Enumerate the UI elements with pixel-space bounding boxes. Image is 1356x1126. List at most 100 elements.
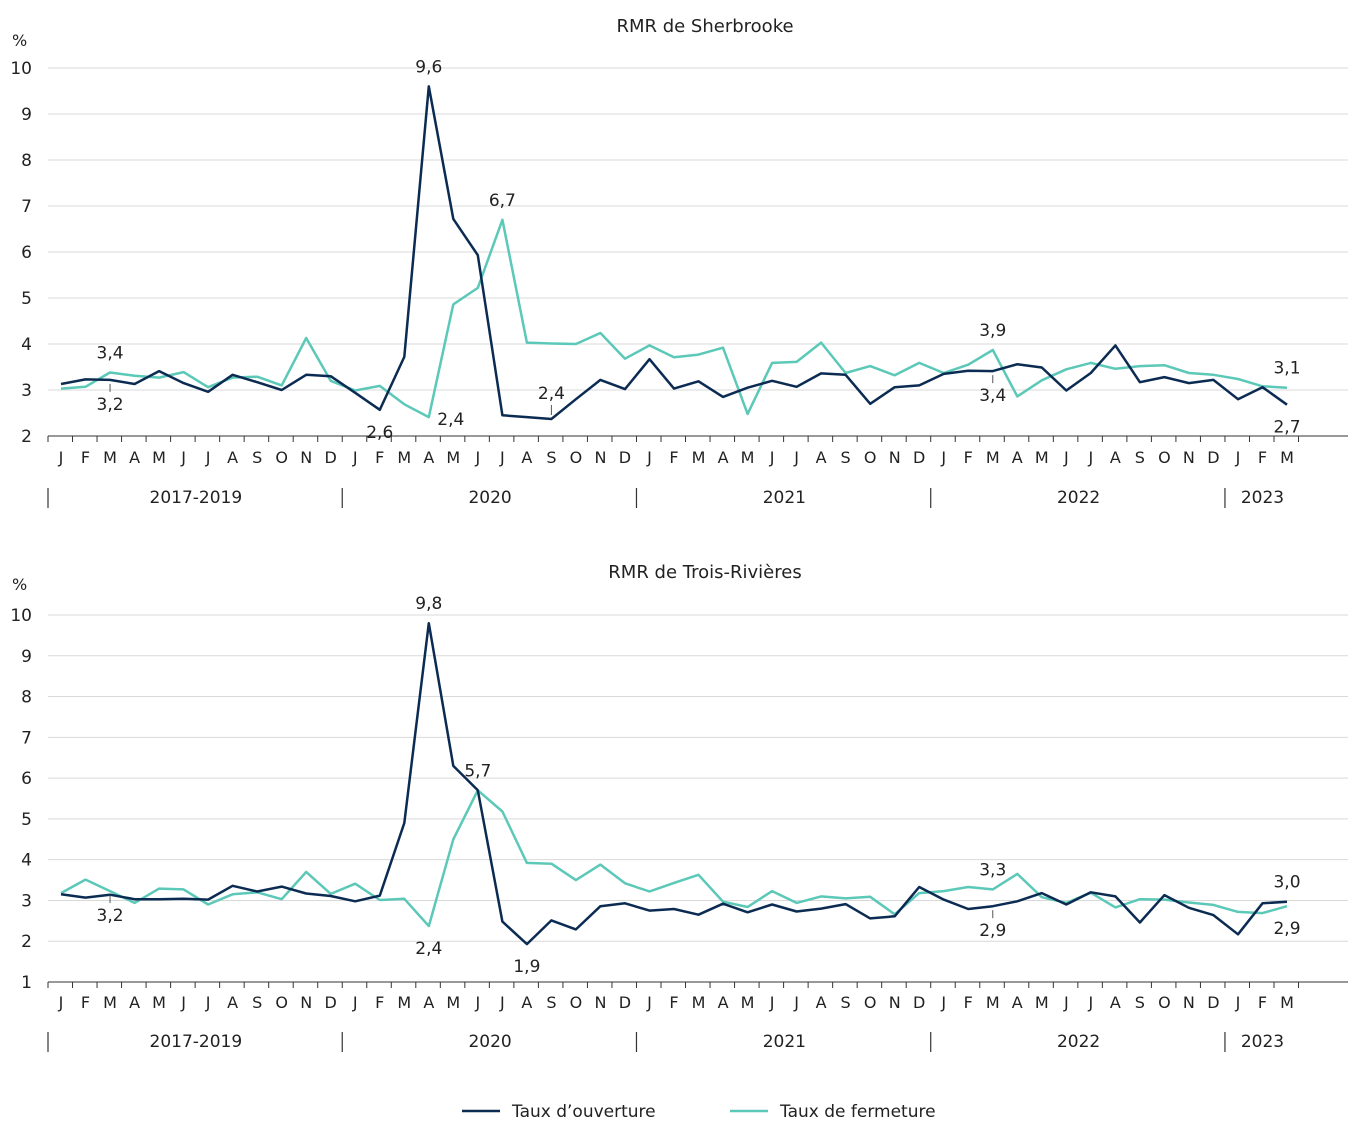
x-tick-label: N	[594, 993, 606, 1012]
x-tick-label: J	[499, 448, 505, 467]
x-tick-label: J	[646, 993, 652, 1012]
x-tick-label: D	[325, 448, 337, 467]
x-tick-label: J	[180, 993, 186, 1012]
x-tick-label: J	[474, 448, 480, 467]
y-axis-unit: %	[12, 31, 27, 50]
x-tick-label: S	[252, 448, 262, 467]
year-label: 2020	[468, 488, 511, 508]
x-tick-label: D	[1207, 448, 1219, 467]
x-tick-label: F	[81, 448, 90, 467]
series-line-closing-rate	[60, 218, 1288, 419]
x-tick-label: M	[103, 993, 117, 1012]
x-tick-label: A	[129, 448, 140, 467]
y-tick-label: 10	[10, 59, 32, 79]
x-tick-label: A	[816, 993, 827, 1012]
data-label: 3,3	[979, 860, 1006, 880]
year-label: 2021	[763, 488, 806, 508]
year-label: 2017-2019	[150, 488, 243, 508]
x-tick-label: J	[769, 448, 775, 467]
y-tick-label: 10	[10, 606, 32, 626]
y-tick-label: 6	[21, 243, 32, 263]
x-tick-label: N	[300, 448, 312, 467]
x-tick-label: M	[692, 993, 706, 1012]
y-tick-label: 7	[21, 197, 32, 217]
data-label: 3,0	[1273, 873, 1300, 893]
x-tick-label: M	[446, 448, 460, 467]
x-tick-label: D	[619, 993, 631, 1012]
x-tick-label: J	[1235, 993, 1241, 1012]
x-tick-label: M	[397, 993, 411, 1012]
data-label: 3,2	[97, 906, 124, 926]
x-tick-label: D	[619, 448, 631, 467]
legend: Taux d’ouverture Taux de fermeture	[462, 1102, 936, 1122]
x-tick-label: S	[1135, 993, 1145, 1012]
data-label: 2,4	[437, 410, 464, 430]
legend-label: Taux d’ouverture	[511, 1102, 656, 1122]
x-tick-label: J	[940, 448, 946, 467]
x-tick-label: F	[375, 993, 384, 1012]
x-tick-label: D	[1207, 993, 1219, 1012]
year-label: 2023	[1241, 1032, 1284, 1052]
data-label: 3,9	[979, 321, 1006, 341]
year-label: 2021	[763, 1032, 806, 1052]
chart-title: RMR de Trois-Rivières	[608, 562, 801, 583]
data-label: 3,4	[97, 344, 124, 364]
y-tick-label: 1	[21, 973, 32, 993]
x-tick-label: J	[352, 448, 358, 467]
x-tick-label: O	[1158, 448, 1171, 467]
x-tick-label: J	[646, 448, 652, 467]
x-tick-label: S	[546, 993, 556, 1012]
data-label: 2,4	[538, 384, 565, 404]
data-label: 3,1	[1273, 359, 1300, 379]
data-label: 2,6	[366, 423, 393, 443]
x-tick-label: M	[741, 448, 755, 467]
y-tick-label: 4	[21, 851, 32, 871]
x-tick-label: D	[913, 448, 925, 467]
x-tick-label: A	[227, 993, 238, 1012]
year-label: 2023	[1241, 488, 1284, 508]
data-label: 1,9	[513, 957, 540, 977]
x-tick-label: A	[521, 448, 532, 467]
x-tick-label: S	[1135, 448, 1145, 467]
x-tick-label: S	[841, 993, 851, 1012]
series-line-opening-rate	[60, 85, 1288, 421]
x-tick-label: A	[718, 448, 729, 467]
x-tick-label: A	[227, 448, 238, 467]
x-tick-label: S	[841, 448, 851, 467]
x-tick-label: A	[718, 993, 729, 1012]
y-tick-label: 3	[21, 381, 32, 401]
year-label: 2017-2019	[150, 1032, 243, 1052]
y-tick-label: 6	[21, 769, 32, 789]
x-tick-label: F	[964, 993, 973, 1012]
x-tick-label: A	[1012, 993, 1023, 1012]
x-tick-label: J	[1063, 448, 1069, 467]
x-tick-label: J	[474, 993, 480, 1012]
x-tick-label: J	[1087, 993, 1093, 1012]
x-tick-label: J	[769, 993, 775, 1012]
x-tick-label: J	[499, 993, 505, 1012]
x-tick-label: M	[1280, 448, 1294, 467]
year-label: 2020	[468, 1032, 511, 1052]
year-label: 2022	[1057, 1032, 1100, 1052]
x-tick-label: O	[864, 993, 877, 1012]
x-tick-label: M	[397, 448, 411, 467]
x-tick-label: D	[325, 993, 337, 1012]
data-label: 2,9	[1273, 919, 1300, 939]
x-tick-label: M	[152, 448, 166, 467]
x-tick-label: S	[546, 448, 556, 467]
y-tick-label: 8	[21, 688, 32, 708]
x-tick-label: A	[423, 448, 434, 467]
x-tick-label: F	[669, 448, 678, 467]
x-tick-label: M	[1035, 993, 1049, 1012]
x-tick-label: F	[81, 993, 90, 1012]
x-tick-label: N	[594, 448, 606, 467]
data-label: 3,4	[979, 386, 1006, 406]
x-tick-label: F	[964, 448, 973, 467]
y-tick-label: 4	[21, 335, 32, 355]
x-tick-label: D	[913, 993, 925, 1012]
y-tick-label: 5	[21, 289, 32, 309]
x-tick-label: M	[1280, 993, 1294, 1012]
x-tick-label: F	[1258, 448, 1267, 467]
